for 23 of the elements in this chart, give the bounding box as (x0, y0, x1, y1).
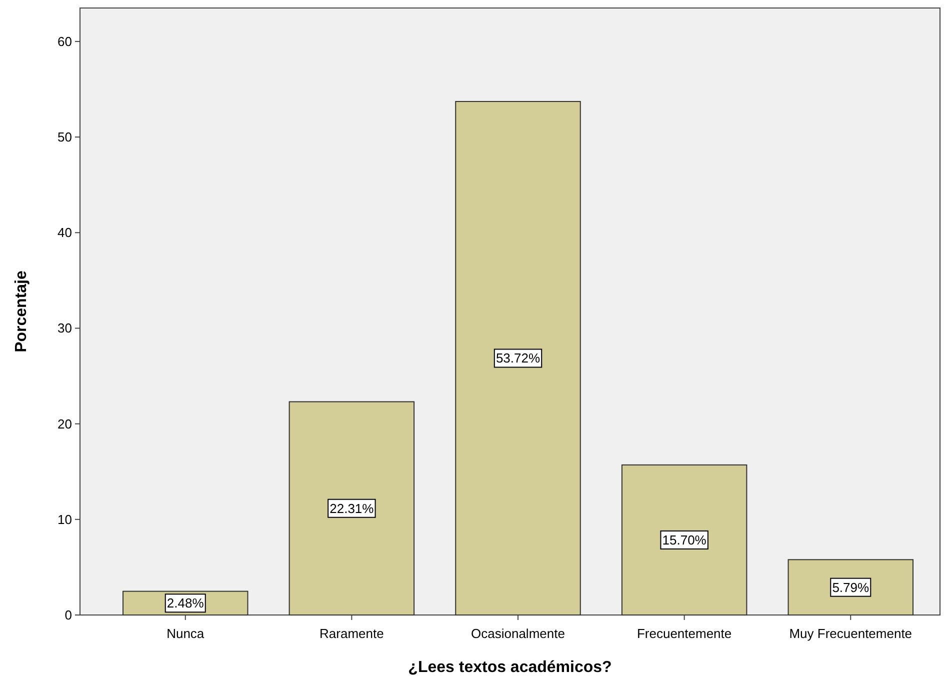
data-label: 5.79% (832, 580, 870, 595)
x-tick-label: Muy Frecuentemente (789, 626, 912, 641)
y-tick-label: 60 (58, 34, 72, 49)
bar (288, 401, 415, 616)
y-axis-title: Porcentaje (13, 270, 30, 352)
data-label: 2.48% (166, 596, 204, 611)
x-tick-label: Ocasionalmente (471, 626, 565, 641)
x-tick-label: Frecuentemente (636, 626, 732, 641)
y-tick-label: 30 (58, 320, 72, 336)
bar (621, 464, 748, 616)
bar (455, 100, 581, 616)
y-tick-label: 40 (58, 225, 72, 240)
data-label: 53.72% (496, 350, 540, 366)
x-tick-label: Nunca (166, 626, 205, 641)
y-tick-label: 20 (58, 416, 72, 432)
y-tick-label: 10 (58, 512, 72, 527)
x-axis-title: ¿Lees textos académicos? (408, 659, 612, 676)
y-tick-label: 50 (58, 130, 72, 145)
data-label: 15.70% (662, 532, 707, 548)
x-tick-label: Raramente (320, 626, 384, 641)
y-tick-label: 0 (64, 608, 72, 622)
data-label: 22.31% (330, 500, 374, 516)
bar (788, 559, 914, 616)
